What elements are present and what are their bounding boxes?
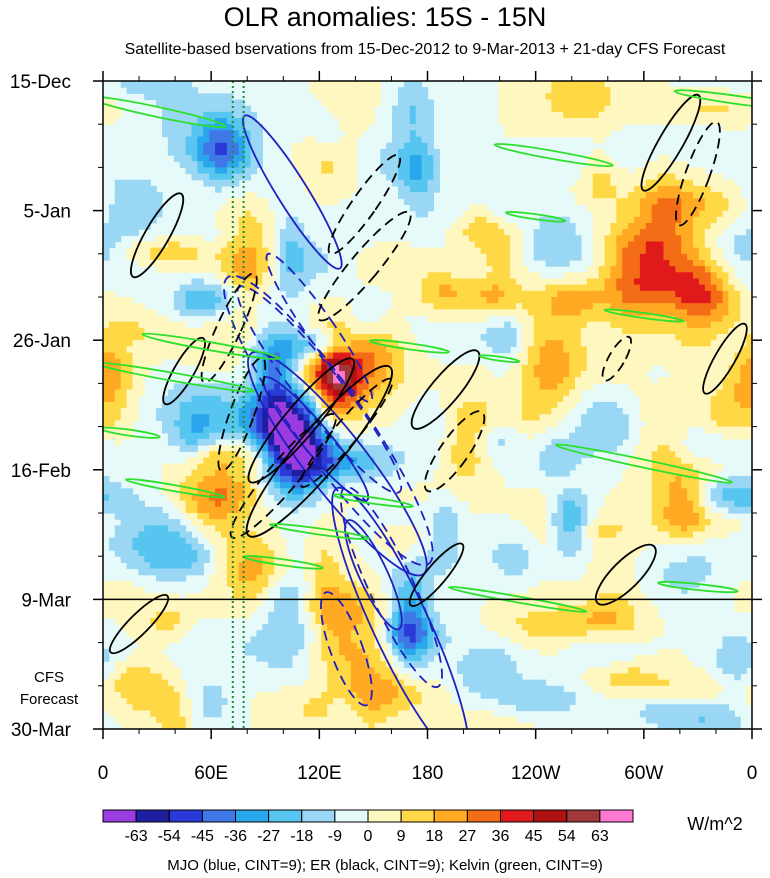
er-contour	[245, 364, 393, 538]
x-tick-label: 120E	[297, 763, 341, 784]
colorbar-unit: W/m^2	[687, 814, 742, 834]
er-contour	[410, 349, 481, 430]
colorbar-label: 18	[425, 828, 443, 845]
kelvin-contour	[103, 361, 255, 393]
y-tick-label: 15-Dec	[10, 72, 71, 93]
colorbar-swatch	[268, 809, 303, 823]
kelvin-contour	[268, 523, 370, 540]
colorbar-swatch	[466, 809, 501, 823]
er-contour	[423, 410, 486, 493]
colorbar-label: 0	[364, 828, 373, 845]
colorbar-swatch	[533, 809, 568, 823]
colorbar-swatch	[168, 809, 203, 823]
kelvin-contour	[447, 585, 588, 613]
er-contour	[675, 120, 721, 227]
kelvin-contour	[554, 443, 733, 484]
mjo-contour	[242, 114, 343, 270]
er-contour	[217, 356, 267, 472]
y-tick-label: 30-Mar	[11, 720, 72, 741]
x-tick-label: 180	[412, 763, 444, 784]
contour-legend-text: MJO (blue, CINT=9); ER (black, CINT=9); …	[167, 857, 603, 874]
er-contour	[594, 543, 657, 606]
mjo-contour	[265, 252, 374, 403]
colorbar-swatch	[367, 809, 402, 823]
kelvin-contour	[505, 211, 567, 223]
er-contour	[299, 377, 394, 488]
colorbar-swatch	[135, 809, 170, 823]
chart-title: OLR anomalies: 15S - 15N	[223, 2, 547, 32]
x-tick-label: 60W	[624, 763, 663, 784]
colorbar-label: 63	[591, 828, 609, 845]
x-tick-label: 120W	[511, 763, 561, 784]
colorbar-swatch	[334, 809, 369, 823]
er-contour	[109, 594, 170, 655]
colorbar-swatch	[566, 809, 601, 823]
colorbar-label: 36	[492, 828, 510, 845]
er-contour	[317, 210, 412, 322]
er-contour	[601, 335, 632, 382]
kelvin-contour	[603, 308, 685, 323]
er-contour	[200, 272, 258, 384]
mjo-contour	[344, 519, 403, 631]
y-tick-label: 5-Jan	[23, 202, 71, 223]
kelvin-contour	[368, 339, 450, 354]
er-contour	[702, 322, 748, 395]
er-contour	[640, 93, 702, 192]
colorbar-label: 54	[558, 828, 576, 845]
forecast-label: CFS	[34, 669, 64, 686]
kelvin-contour	[657, 581, 739, 594]
colorbar-swatch	[599, 809, 634, 823]
kelvin-contour	[478, 354, 521, 364]
chart-subtitle: Satellite-based bservations from 15-Dec-…	[124, 41, 726, 58]
colorbar-swatch	[301, 809, 336, 823]
er-contour	[130, 192, 185, 279]
x-tick-label: 0	[747, 763, 758, 784]
x-tick-label: 0	[98, 763, 109, 784]
colorbar-swatch	[400, 809, 435, 823]
colorbar-swatch	[500, 809, 535, 823]
colorbar-label: 27	[458, 828, 476, 845]
colorbar-label: -63	[125, 828, 148, 845]
er-contour	[247, 357, 356, 484]
colorbar-label: -45	[191, 828, 214, 845]
colorbar-label: -9	[328, 828, 342, 845]
colorbar-label: -27	[257, 828, 280, 845]
colorbar-label: -54	[158, 828, 181, 845]
colorbar-label: -18	[290, 828, 313, 845]
kelvin-contour	[103, 426, 161, 439]
y-tick-label: 16-Feb	[11, 461, 71, 482]
kelvin-contour	[103, 95, 227, 129]
mjo-contour	[331, 486, 470, 729]
colorbar-swatch	[433, 809, 468, 823]
colorbar-swatch	[201, 809, 236, 823]
kelvin-contour	[673, 89, 752, 110]
y-tick-label: 26-Jan	[13, 331, 71, 352]
olr-anomaly-field	[103, 81, 752, 729]
x-tick-label: 60E	[194, 763, 228, 784]
kelvin-contour	[141, 332, 282, 361]
er-contour	[408, 542, 465, 607]
colorbar-label: 45	[525, 828, 543, 845]
colorbar-label: -36	[224, 828, 247, 845]
mjo-contour	[339, 486, 443, 689]
mjo-contour	[223, 274, 434, 567]
kelvin-contour	[124, 478, 226, 499]
y-tick-label: 9-Mar	[21, 590, 71, 611]
kelvin-contour	[332, 493, 414, 508]
wave-contours	[103, 89, 752, 729]
forecast-label: Forecast	[20, 691, 79, 708]
kelvin-contour	[493, 143, 614, 168]
colorbar-label: 9	[397, 828, 406, 845]
mjo-contour	[320, 591, 373, 707]
colorbar-swatch	[235, 809, 270, 823]
colorbar-swatch	[102, 809, 137, 823]
